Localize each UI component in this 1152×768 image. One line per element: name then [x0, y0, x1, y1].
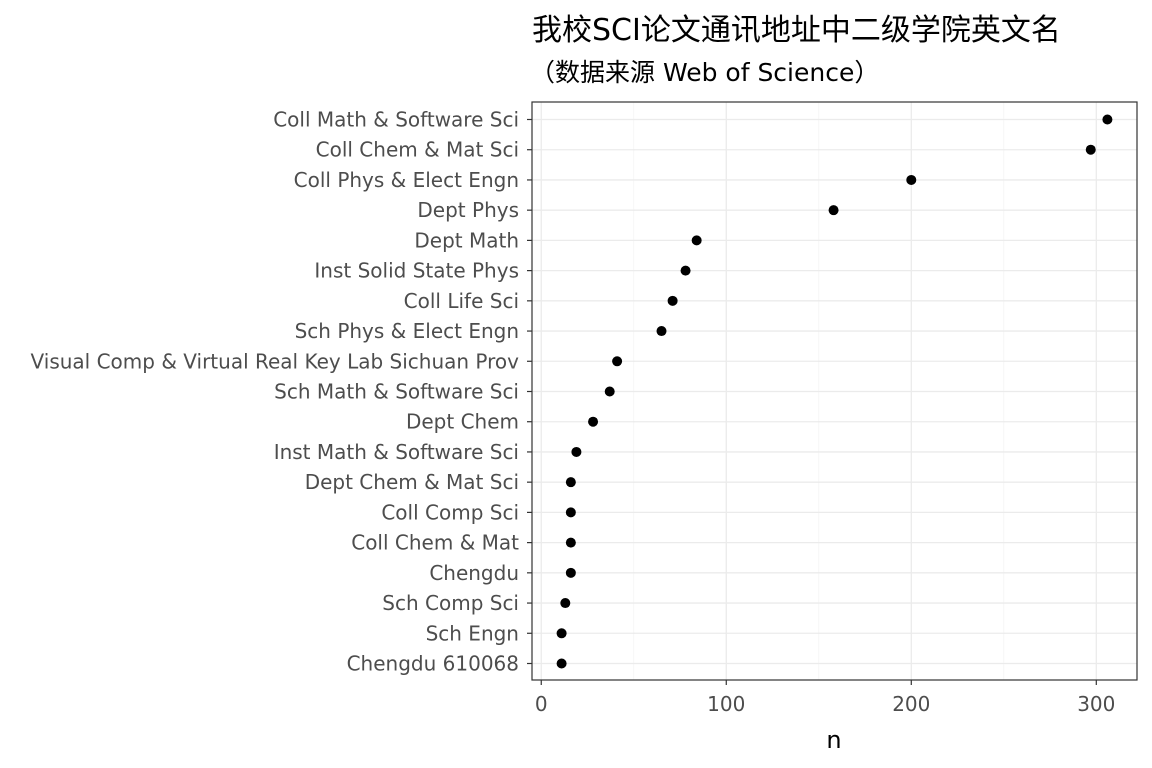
chart-title: 我校SCI论文通讯地址中二级学院英文名 [532, 13, 1061, 48]
y-tick-label: Coll Life Sci [404, 289, 519, 313]
data-point [565, 507, 576, 518]
y-tick-label: Coll Chem & Mat Sci [316, 138, 519, 162]
y-tick-label: Sch Engn [426, 621, 519, 645]
data-point [612, 356, 623, 367]
data-point [906, 174, 917, 185]
y-tick-label: Dept Chem [406, 410, 519, 434]
y-tick-label: Coll Chem & Mat [351, 531, 519, 555]
grid-lines [532, 102, 1137, 680]
data-point [691, 235, 702, 246]
y-tick-label: Visual Comp & Virtual Real Key Lab Sichu… [31, 349, 520, 373]
y-tick-label: Dept Chem & Mat Sci [305, 470, 519, 494]
x-tick-label: 200 [892, 692, 930, 716]
y-tick-label: Coll Comp Sci [381, 500, 519, 524]
x-tick-label: 0 [535, 692, 548, 716]
y-tick-label: Coll Phys & Elect Engn [294, 168, 519, 192]
data-point [604, 386, 615, 397]
data-point [656, 326, 667, 337]
x-tick-label: 100 [707, 692, 745, 716]
data-points [556, 114, 1113, 669]
y-tick-label: Sch Math & Software Sci [274, 380, 519, 404]
y-tick-label: Inst Solid State Phys [314, 259, 519, 283]
data-point [828, 205, 839, 216]
data-point [565, 537, 576, 548]
data-point [556, 658, 567, 669]
data-point [1085, 144, 1096, 155]
y-tick-label: Coll Math & Software Sci [273, 108, 519, 132]
y-tick-label: Chengdu 610068 [347, 652, 519, 676]
data-point [1102, 114, 1113, 125]
y-axis: Coll Math & Software Sci Coll Chem & Mat … [31, 108, 532, 676]
data-point [565, 567, 576, 578]
x-axis-title: n [826, 726, 841, 754]
y-tick-label: Inst Math & Software Sci [274, 440, 519, 464]
data-point [680, 265, 691, 276]
data-point [571, 446, 582, 457]
y-tick-label: Dept Phys [417, 198, 519, 222]
y-tick-label: Dept Math [414, 228, 519, 252]
y-tick-label: Chengdu [429, 561, 519, 585]
chart-subtitle: （数据来源 Web of Science） [530, 58, 879, 87]
data-point [667, 295, 678, 306]
data-point [560, 598, 571, 609]
y-tick-label: Sch Comp Sci [382, 591, 519, 615]
x-tick-label: 300 [1077, 692, 1115, 716]
data-point [556, 628, 567, 639]
x-axis: 0 100 200 300 [535, 680, 1115, 716]
data-point [565, 477, 576, 488]
y-tick-label: Sch Phys & Elect Engn [295, 319, 519, 343]
data-point [588, 416, 599, 427]
